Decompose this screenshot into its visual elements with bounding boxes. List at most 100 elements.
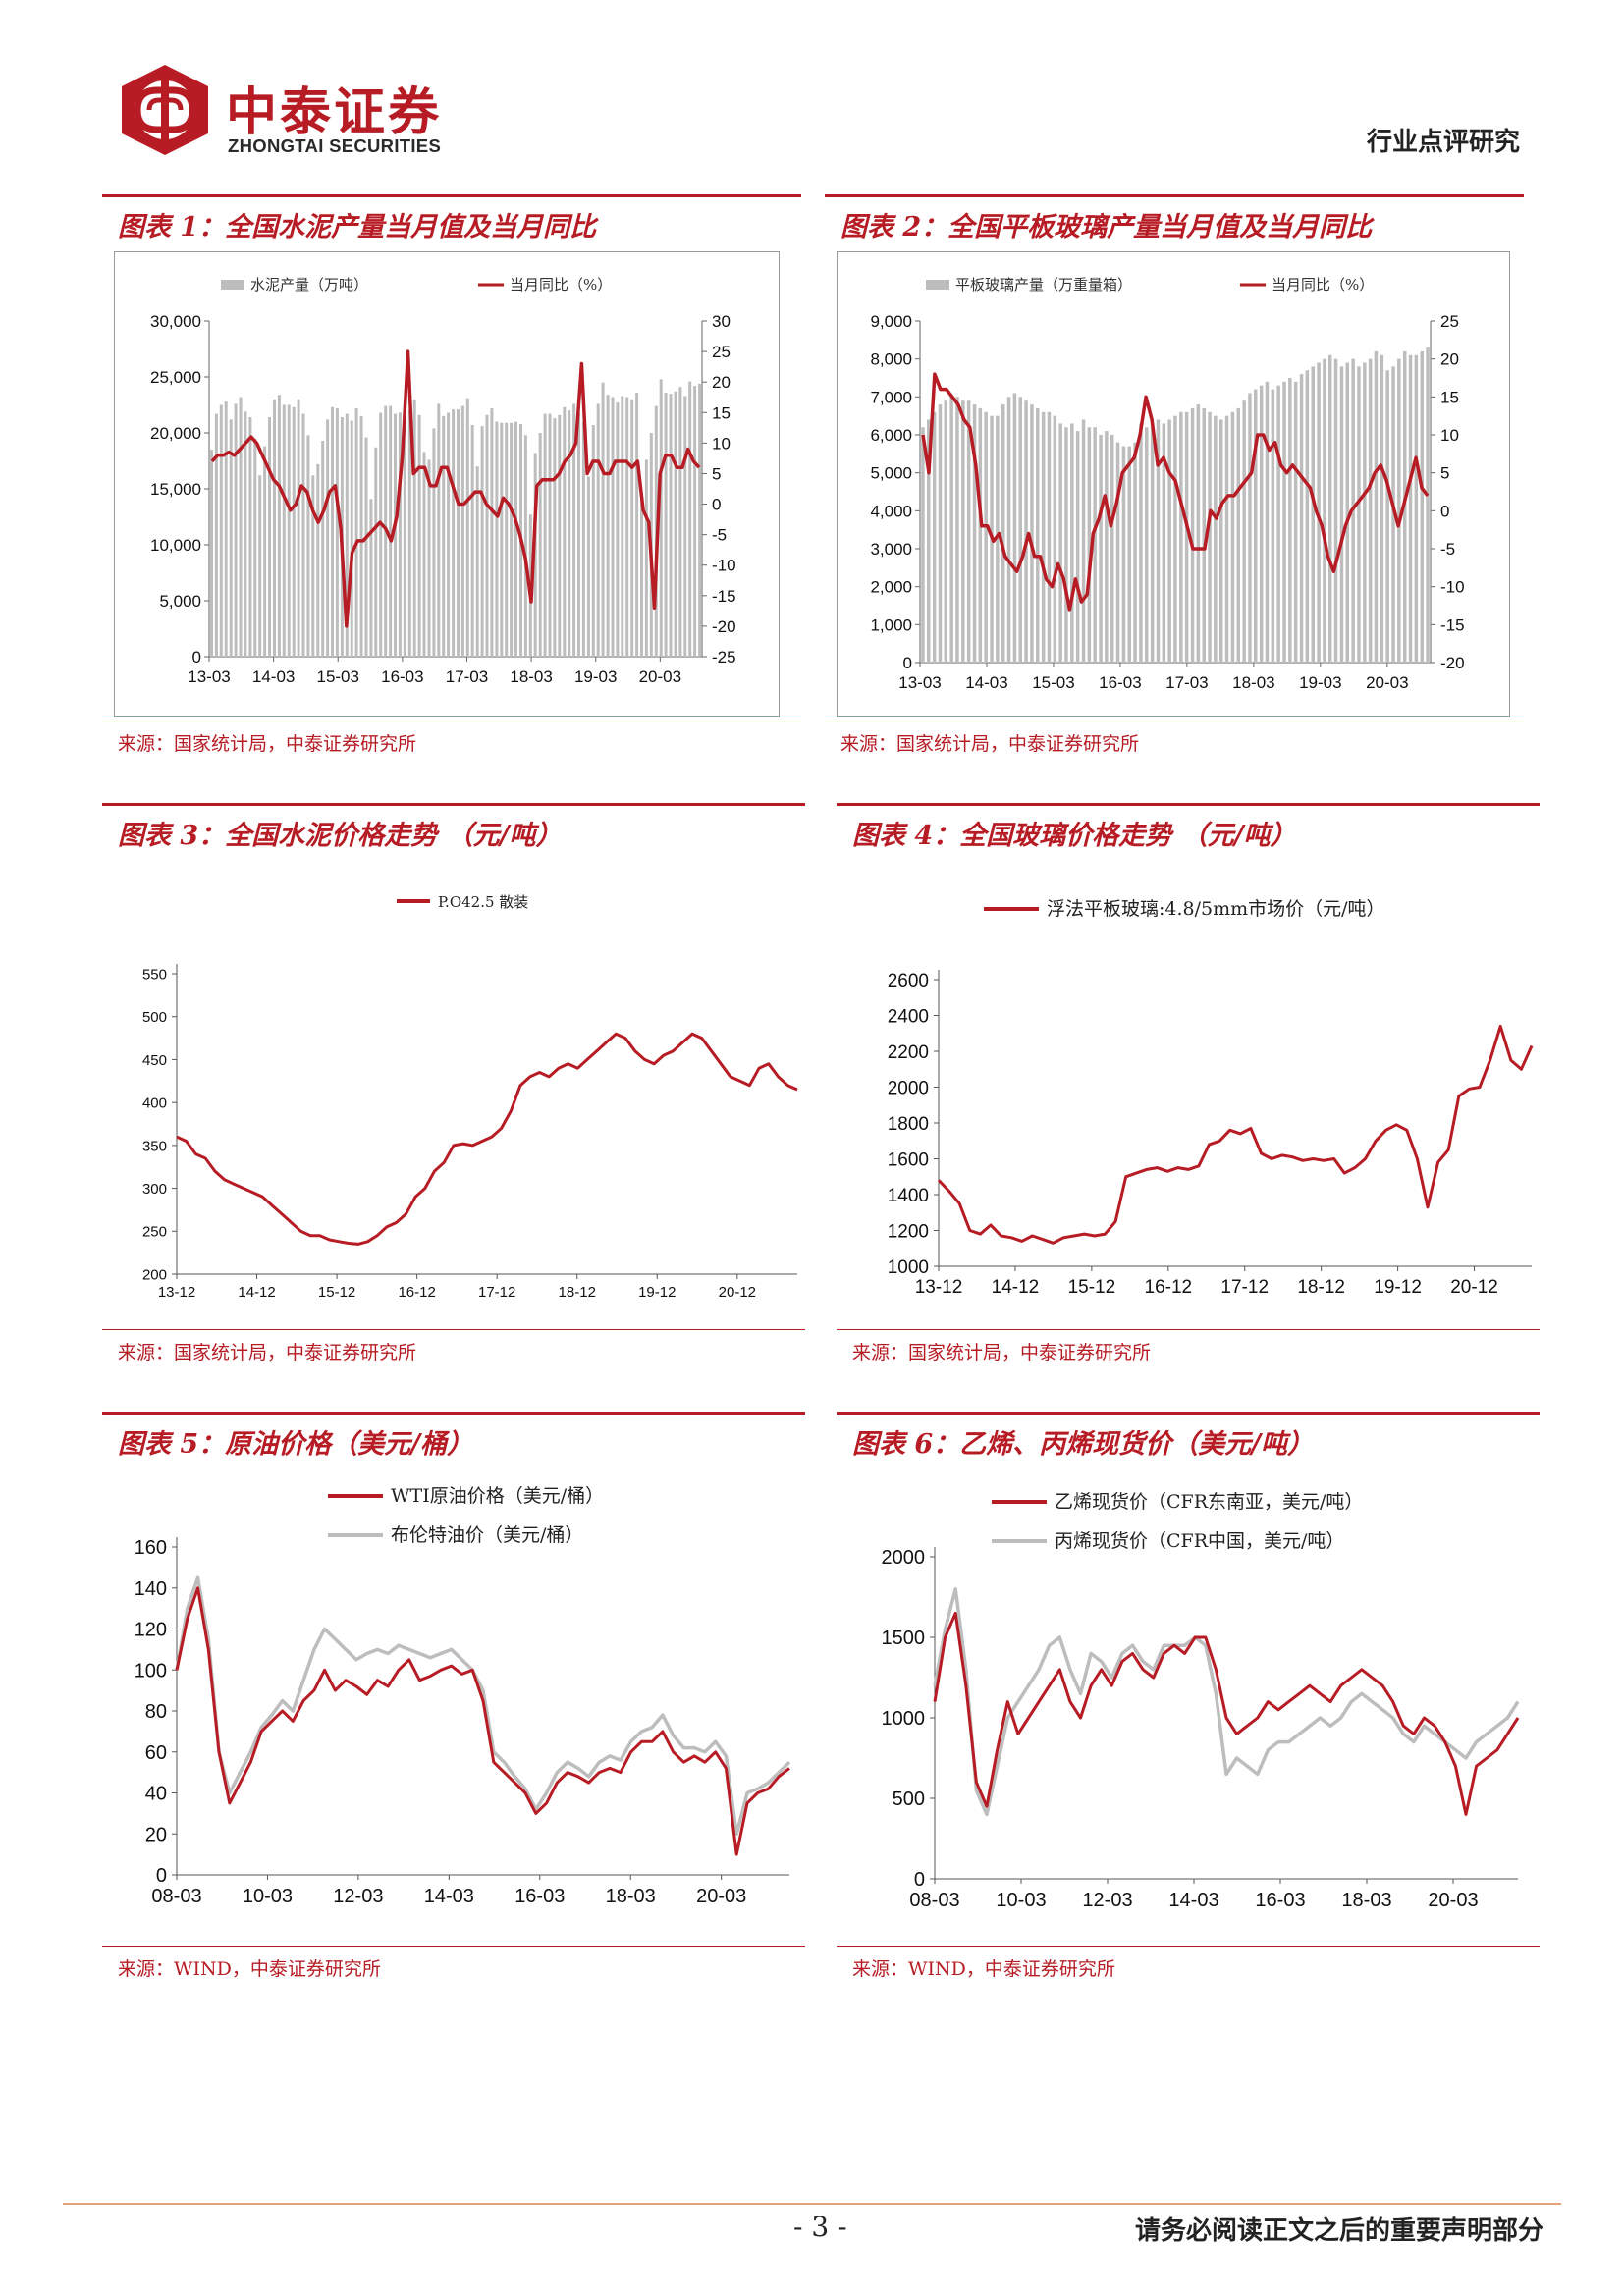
bar	[630, 399, 634, 657]
bar	[485, 414, 489, 657]
bar	[955, 397, 959, 663]
bar	[688, 381, 692, 657]
x-tick-label: 13-12	[915, 1277, 963, 1298]
y-tick-label-left: 10,000	[150, 536, 201, 555]
bar	[514, 421, 517, 657]
bar	[379, 412, 383, 657]
x-tick-label: 10-03	[996, 1890, 1046, 1911]
bar	[944, 400, 947, 663]
bar	[577, 412, 580, 657]
figure-title-bar: 图表 1：全国水泥产量当月值及当月同比	[102, 194, 801, 242]
bar	[234, 403, 238, 657]
bar	[412, 399, 416, 657]
y-tick-label-right: 15	[712, 403, 731, 422]
y-tick-label: 200	[142, 1266, 167, 1283]
x-tick-label: 08-03	[151, 1886, 201, 1907]
zhongtai-seal-icon	[122, 65, 208, 155]
x-tick-label: 19-12	[638, 1284, 676, 1301]
legend-label: 乙烯现货价（CFR东南亚，美元/吨）	[1055, 1491, 1363, 1513]
bar	[1357, 366, 1361, 663]
bar	[553, 418, 557, 657]
y-tick-label: 1000	[882, 1708, 926, 1730]
x-tick-label: 18-03	[510, 667, 552, 686]
bar	[1018, 397, 1022, 663]
bar	[572, 403, 576, 657]
y-tick-label: 450	[142, 1052, 167, 1069]
y-tick-label-right: 25	[1440, 312, 1459, 331]
x-tick-label: 19-12	[1374, 1277, 1422, 1298]
bar	[475, 466, 479, 657]
bar	[354, 407, 358, 657]
figure-title-bar: 图表 6：乙烯、丙烯现货价（美元/吨）	[837, 1412, 1540, 1460]
bar	[1058, 423, 1062, 663]
bar	[1145, 427, 1149, 663]
bar	[1167, 419, 1171, 663]
bar	[543, 413, 547, 657]
bar	[966, 400, 971, 663]
bar	[568, 410, 571, 657]
series-line	[933, 1587, 1520, 1817]
bar	[210, 450, 213, 657]
bar	[417, 414, 421, 657]
x-tick-label: 12-03	[333, 1886, 383, 1907]
y-tick-label: 350	[142, 1138, 167, 1154]
bar	[465, 398, 469, 657]
bar	[1030, 404, 1034, 663]
bar	[558, 414, 562, 657]
figure-source: 来源：国家统计局，中泰证券研究所	[118, 733, 417, 755]
bar	[306, 435, 310, 657]
x-tick-label: 14-03	[252, 667, 295, 686]
y-tick-label-left: 9,000	[870, 312, 912, 331]
bar	[1397, 358, 1401, 663]
x-tick-label: 19-03	[1299, 673, 1341, 692]
x-tick-label: 18-12	[1297, 1277, 1345, 1298]
ethylene-propylene-price-chart: 乙烯现货价（CFR东南亚，美元/吨） 丙烯现货价（CFR中国，美元/吨） 2000 1…	[882, 1491, 1520, 1911]
x-tick-label: 16-03	[381, 667, 423, 686]
bar	[1282, 381, 1286, 663]
bar	[470, 425, 474, 657]
bar	[1139, 423, 1143, 663]
y-tick-label-left: 5,000	[159, 592, 201, 611]
bar	[1254, 389, 1258, 663]
figure-title-bar: 图表 5：原油价格（美元/桶）	[102, 1412, 805, 1460]
x-tick-label: 16-12	[1145, 1277, 1193, 1298]
x-tick-label: 17-12	[1220, 1277, 1269, 1298]
bar	[248, 417, 252, 657]
figure-title-bar: 图表 2：全国平板玻璃产量当月值及当月同比	[825, 194, 1524, 242]
y-tick-label-right: 10	[1440, 426, 1459, 445]
bar	[253, 438, 257, 657]
bar	[1305, 370, 1310, 663]
bar	[316, 463, 320, 657]
bar	[1081, 419, 1086, 663]
legend-label: WTI原油价格（美元/桶）	[391, 1485, 604, 1507]
y-tick-label-right: -5	[712, 526, 727, 545]
legend-label-bars: 水泥产量（万吨）	[250, 276, 368, 294]
company-logo: 中泰证券 ZHONGTAI SECURITIES	[116, 61, 528, 169]
bar	[1133, 442, 1137, 663]
y-tick-label-left: 6,000	[870, 426, 912, 445]
x-tick-label: 16-03	[1255, 1890, 1305, 1911]
bar	[292, 406, 296, 657]
bar	[495, 421, 499, 657]
bar	[287, 404, 291, 657]
bar	[321, 441, 325, 657]
bar	[1345, 362, 1349, 663]
bar	[1093, 427, 1097, 663]
bar	[490, 407, 494, 657]
figure-panel-4: 图表 4：全国玻璃价格走势 （元/吨） 浮法平板玻璃:4.8/5mm市场价（元/…	[837, 803, 1540, 1372]
y-tick-label-right: -5	[1440, 540, 1455, 559]
bar	[224, 401, 228, 657]
y-tick-label-right: 15	[1440, 388, 1459, 406]
bar	[1070, 423, 1074, 663]
figure-title-bar: 图表 3：全国水泥价格走势 （元/吨）	[102, 803, 805, 851]
figure-title: 图表 2：全国平板玻璃产量当月值及当月同比	[840, 212, 1373, 242]
bar	[447, 412, 451, 657]
bar	[394, 413, 397, 657]
y-tick-label: 60	[145, 1742, 167, 1764]
y-tick-label: 1200	[888, 1221, 929, 1242]
legend-label-line: 当月同比（%）	[1272, 276, 1374, 294]
bar	[1162, 423, 1166, 663]
y-tick-label: 20	[145, 1824, 167, 1845]
y-tick-label: 1500	[882, 1628, 926, 1649]
bar	[1236, 407, 1240, 663]
